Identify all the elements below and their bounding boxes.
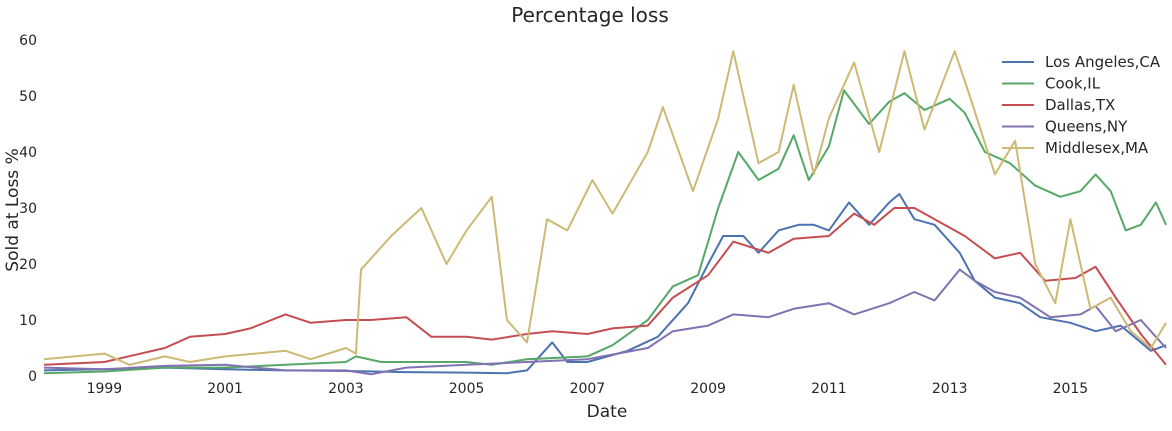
- series-line-2: [43, 207, 1167, 366]
- legend-item: Los Angeles,CA: [1002, 53, 1161, 71]
- y-tick-label: 60: [19, 33, 37, 49]
- legend-item: Middlesex,MA: [1002, 139, 1149, 157]
- legend-label: Dallas,TX: [1045, 96, 1115, 114]
- legend-item: Cook,IL: [1002, 75, 1101, 93]
- x-tick-label: 2009: [690, 381, 726, 397]
- legend-label: Cook,IL: [1045, 75, 1101, 93]
- series-line-0: [43, 193, 1167, 375]
- y-tick-label: 50: [19, 89, 37, 105]
- x-axis-ticks: 1999 2001 2003 2005 2007 2009 2011 2013 2015: [87, 381, 1089, 397]
- y-axis-ticks: 0 10 20 30 40 50 60: [19, 33, 37, 385]
- x-tick-label: 2011: [811, 381, 847, 397]
- series-line-4: [43, 50, 1167, 366]
- y-tick-label: 0: [28, 369, 37, 385]
- series-line-3: [43, 268, 1167, 376]
- legend-item: Dallas,TX: [1002, 96, 1115, 114]
- legend-label: Queens,NY: [1045, 118, 1128, 136]
- chart-title: Percentage loss: [511, 3, 669, 27]
- y-tick-label: 40: [19, 145, 37, 161]
- y-axis-label: Sold at Loss %: [3, 148, 23, 271]
- x-tick-label: 2007: [570, 381, 606, 397]
- x-axis-label: Date: [587, 402, 628, 422]
- x-tick-label: 1999: [87, 381, 123, 397]
- legend-item: Queens,NY: [1002, 118, 1128, 136]
- x-tick-label: 2013: [932, 381, 968, 397]
- y-tick-label: 20: [19, 257, 37, 273]
- x-tick-label: 2001: [207, 381, 243, 397]
- x-tick-label: 2015: [1053, 381, 1089, 397]
- legend-label: Middlesex,MA: [1045, 139, 1149, 157]
- y-tick-label: 10: [19, 313, 37, 329]
- x-tick-label: 2003: [328, 381, 364, 397]
- y-tick-label: 30: [19, 201, 37, 217]
- plot-lines: [43, 50, 1167, 376]
- legend: Los Angeles,CA Cook,IL Dallas,TX Queens,NY M…: [1002, 53, 1161, 157]
- legend-label: Los Angeles,CA: [1045, 53, 1161, 71]
- series-line-1: [43, 89, 1167, 375]
- x-tick-label: 2005: [449, 381, 485, 397]
